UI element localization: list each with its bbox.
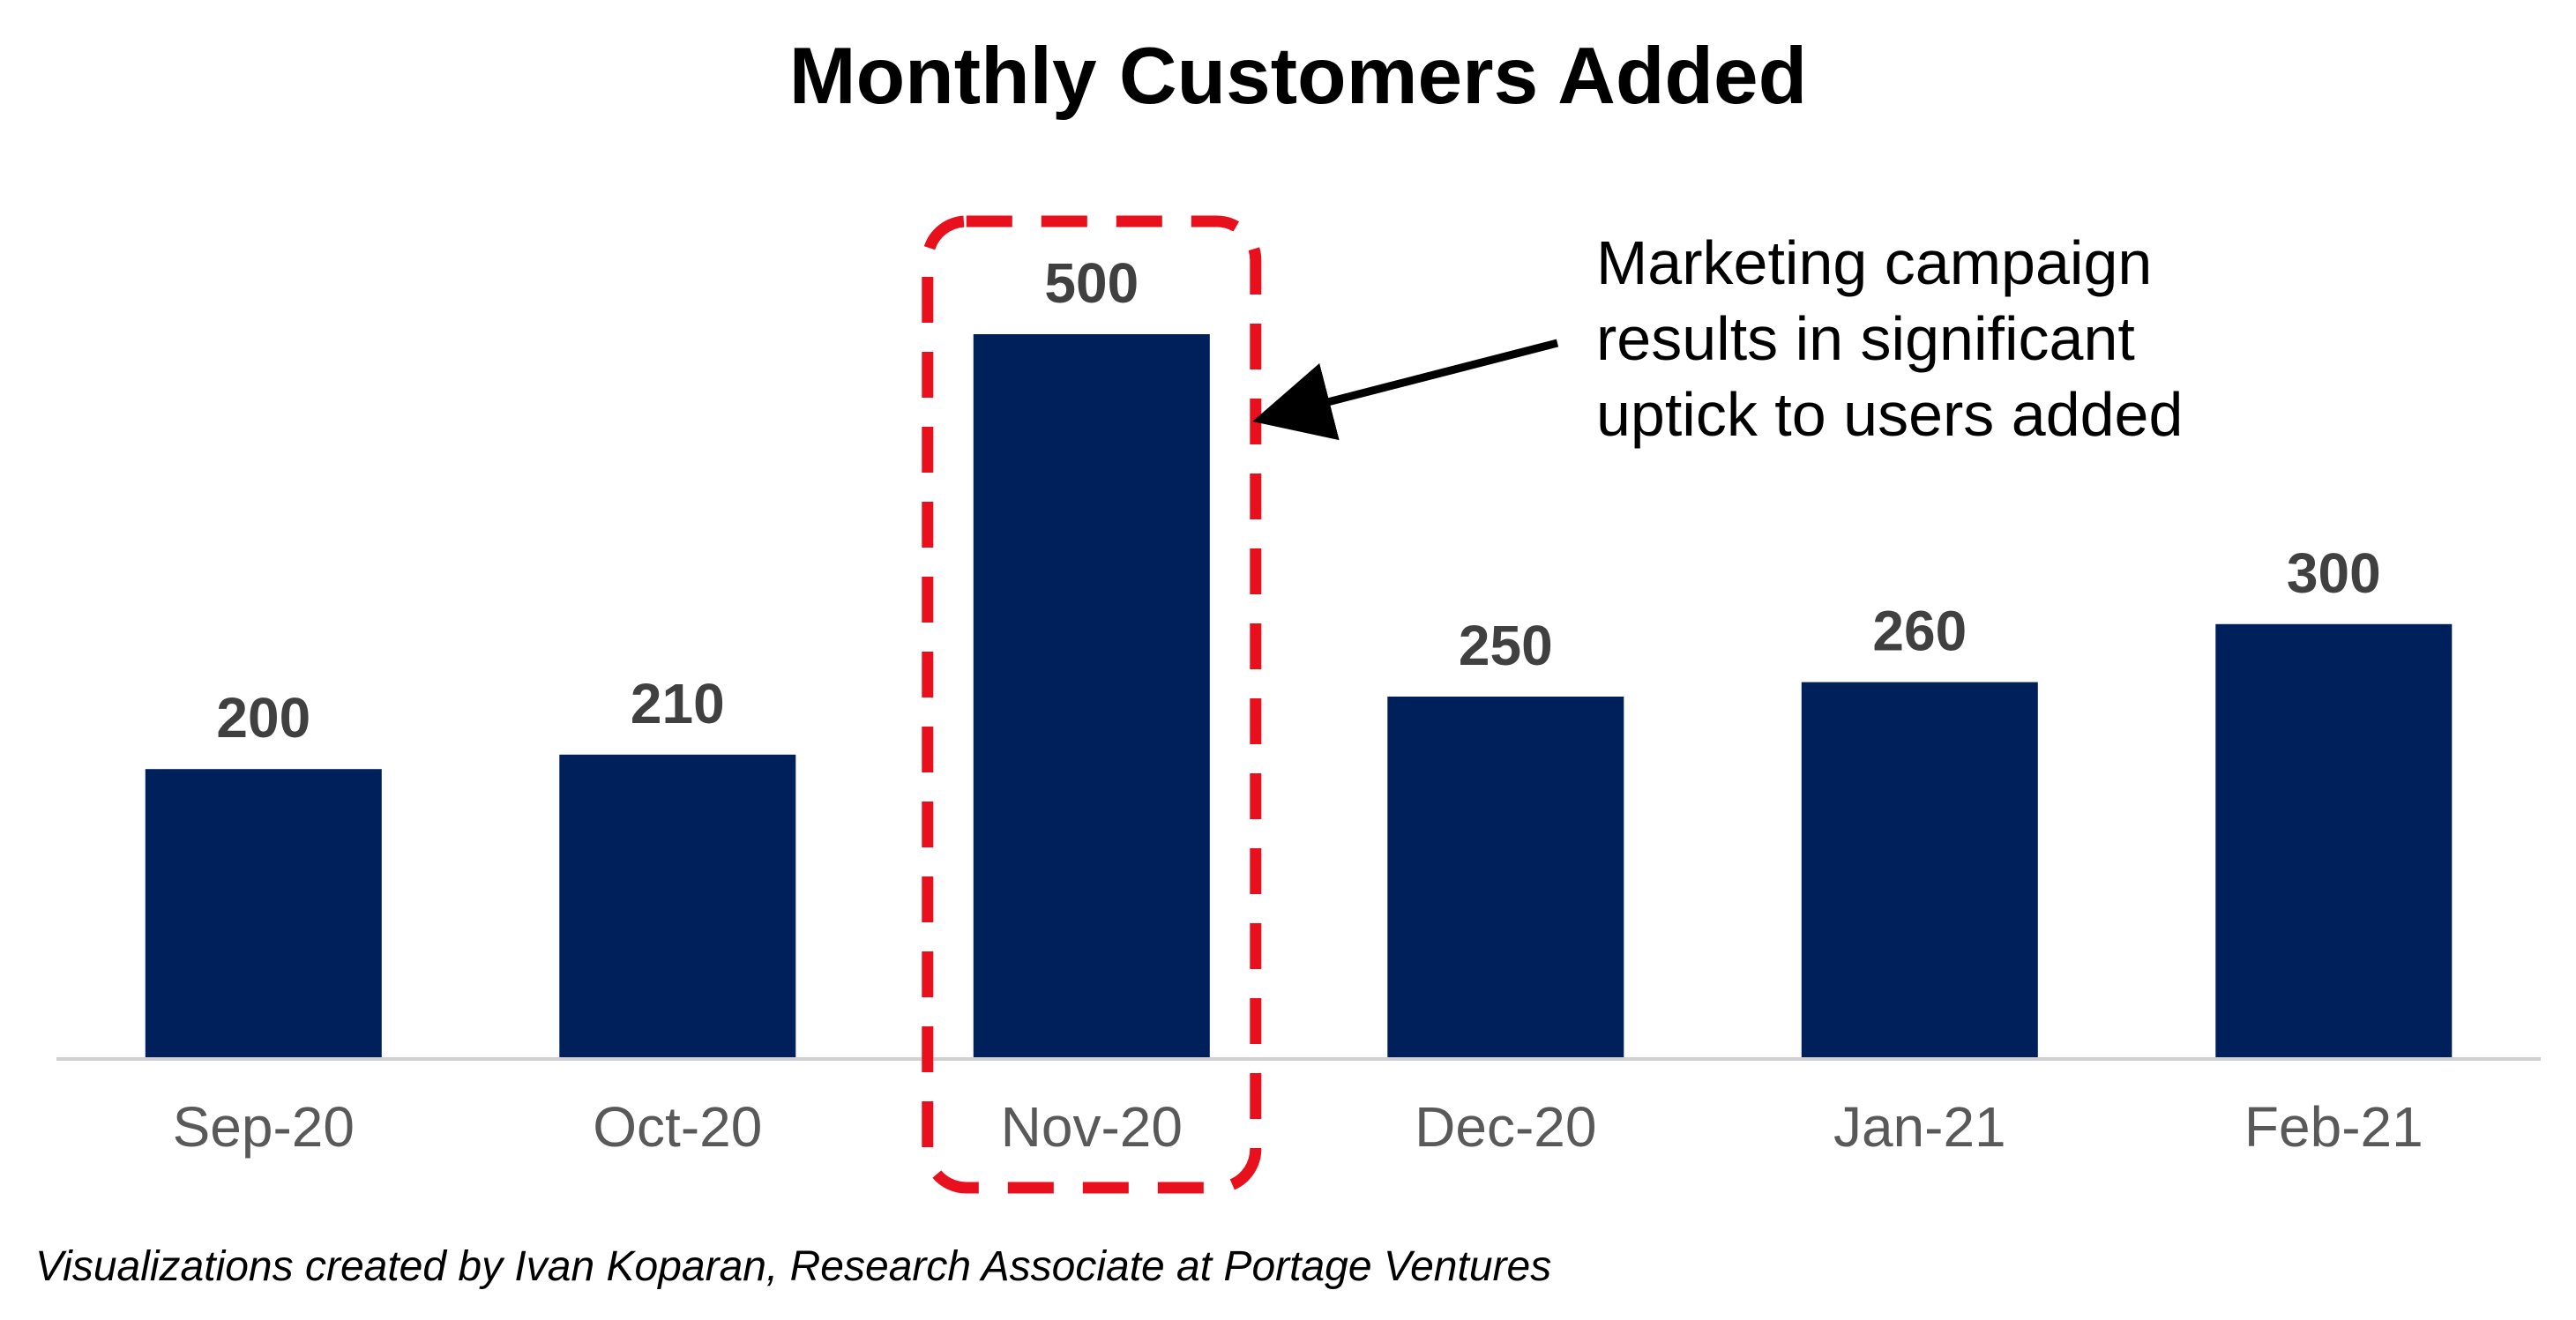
- value-label-jan-21: 260: [1872, 600, 1967, 663]
- annotation-line-1: Marketing campaign: [1596, 228, 2152, 297]
- x-tick-label-nov-20: Nov-20: [1001, 1095, 1183, 1159]
- value-label-oct-20: 210: [631, 672, 725, 735]
- x-tick-label-jan-21: Jan-21: [1833, 1095, 2006, 1159]
- value-label-dec-20: 250: [1459, 614, 1553, 677]
- chart-title: Monthly Customers Added: [789, 32, 1807, 121]
- bar-oct-20: [559, 754, 796, 1059]
- value-label-sep-20: 200: [216, 686, 310, 749]
- value-label-feb-21: 300: [2287, 541, 2381, 605]
- bar-nov-20: [973, 334, 1210, 1059]
- x-tick-label-sep-20: Sep-20: [173, 1095, 355, 1159]
- highlight-dashed-box: [922, 215, 1262, 1194]
- x-tick-label-dec-20: Dec-20: [1415, 1095, 1596, 1159]
- annotation-line-3: uptick to users added: [1596, 380, 2183, 449]
- footnote: Visualizations created by Ivan Koparan, …: [35, 1243, 1551, 1290]
- annotation-line-2: results in significant: [1596, 304, 2135, 373]
- bar-feb-21: [2215, 623, 2453, 1059]
- bar-dec-20: [1387, 697, 1624, 1059]
- x-tick-label-feb-21: Feb-21: [2244, 1095, 2423, 1159]
- value-label-group: 200 210 500 250 260 300: [216, 251, 2380, 749]
- x-tick-label-oct-20: Oct-20: [593, 1095, 762, 1159]
- x-tick-label-group: Sep-20 Oct-20 Nov-20 Dec-20 Jan-21 Feb-21: [173, 1095, 2423, 1159]
- bar-sep-20: [145, 769, 382, 1059]
- bar-group: [145, 334, 2453, 1059]
- bar-jan-21: [1801, 682, 2038, 1059]
- value-label-nov-20: 500: [1044, 251, 1139, 315]
- annotation-text: Marketing campaign results in significan…: [1596, 228, 2183, 449]
- annotation-arrow-icon: [1252, 339, 1559, 441]
